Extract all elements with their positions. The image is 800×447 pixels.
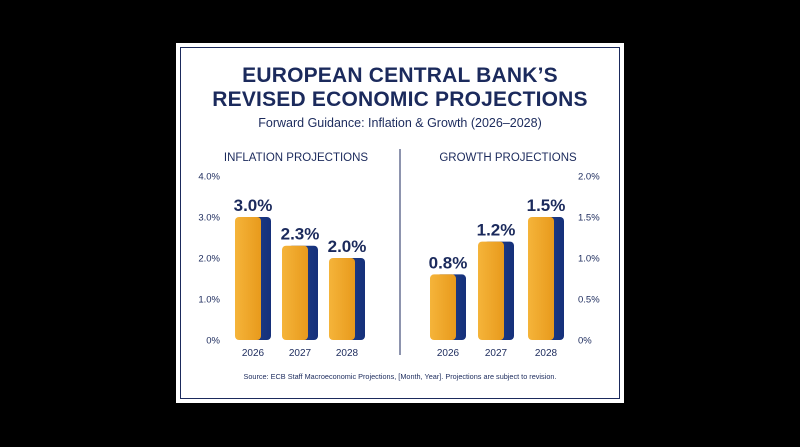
inflation-data-label: 3.0% bbox=[234, 196, 273, 215]
title-line-2: REVISED ECONOMIC PROJECTIONS bbox=[212, 88, 588, 111]
growth-ytick-label: 0% bbox=[578, 336, 592, 347]
growth-ytick-label: 1.5% bbox=[578, 213, 600, 224]
growth-bar bbox=[528, 217, 554, 340]
inflation-category-label: 2026 bbox=[242, 348, 265, 359]
growth-category-label: 2027 bbox=[485, 348, 508, 359]
subtitle: Forward Guidance: Inflation & Growth (20… bbox=[258, 116, 542, 130]
inflation-bar bbox=[329, 258, 355, 340]
growth-data-label: 1.2% bbox=[477, 221, 516, 240]
growth-ytick-label: 2.0% bbox=[578, 172, 600, 183]
growth-ytick-label: 0.5% bbox=[578, 295, 600, 306]
growth-chart-title: GROWTH PROJECTIONS bbox=[439, 152, 577, 164]
growth-bar bbox=[430, 274, 456, 340]
inflation-ytick-label: 1.0% bbox=[198, 295, 220, 306]
growth-data-label: 0.8% bbox=[429, 253, 468, 272]
charts-svg: INFLATION PROJECTIONS 0% 1.0% 2.0% 3.0% 4.0% 3… bbox=[198, 149, 600, 359]
source-note: Source: ECB Staff Macroeconomic Projecti… bbox=[243, 372, 557, 381]
growth-category-label: 2026 bbox=[437, 348, 460, 359]
infographic-card: EUROPEAN CENTRAL BANK’S REVISED ECONOMIC… bbox=[176, 43, 624, 403]
inflation-ytick-label: 3.0% bbox=[198, 213, 220, 224]
inflation-category-label: 2027 bbox=[289, 348, 312, 359]
growth-ytick-label: 1.0% bbox=[578, 254, 600, 265]
inflation-bar bbox=[282, 245, 308, 340]
title-line-1: EUROPEAN CENTRAL BANK’S bbox=[242, 64, 558, 87]
inflation-ytick-label: 2.0% bbox=[198, 254, 220, 265]
inflation-category-label: 2028 bbox=[336, 348, 359, 359]
inflation-data-label: 2.3% bbox=[281, 225, 320, 244]
inflation-bar bbox=[235, 217, 261, 340]
inflation-data-label: 2.0% bbox=[328, 237, 367, 256]
growth-bar bbox=[478, 241, 504, 340]
growth-data-label: 1.5% bbox=[527, 196, 566, 215]
growth-category-label: 2028 bbox=[535, 348, 558, 359]
inflation-chart-title: INFLATION PROJECTIONS bbox=[224, 152, 369, 164]
inflation-ytick-label: 0% bbox=[206, 336, 220, 347]
inflation-ytick-label: 4.0% bbox=[198, 172, 220, 183]
